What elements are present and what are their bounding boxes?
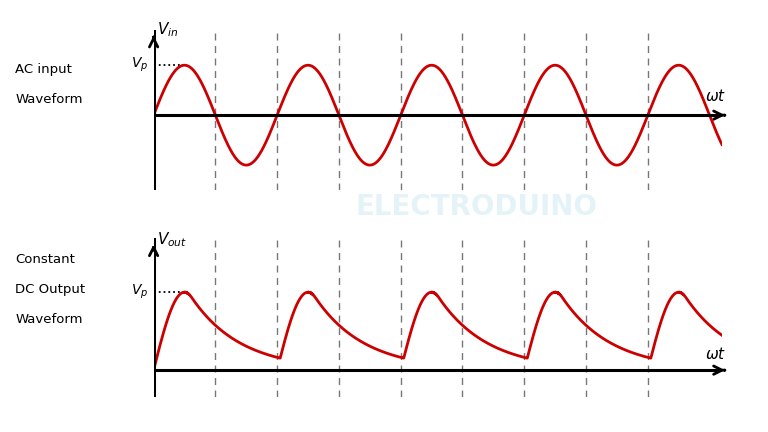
Text: $V_p$: $V_p$ [131,283,148,302]
Text: $\omega t$: $\omega t$ [704,346,726,362]
Text: Constant: Constant [15,253,75,266]
Text: ELECTRODUINO: ELECTRODUINO [356,194,597,221]
Text: $V_p$: $V_p$ [131,56,148,74]
Text: $V_{in}$: $V_{in}$ [157,20,178,39]
Text: $\omega t$: $\omega t$ [704,88,726,104]
Text: Waveform: Waveform [15,93,83,106]
Text: $V_{out}$: $V_{out}$ [157,230,187,248]
Text: AC input: AC input [15,63,72,76]
Text: Waveform: Waveform [15,313,83,326]
Text: DC Output: DC Output [15,283,85,296]
